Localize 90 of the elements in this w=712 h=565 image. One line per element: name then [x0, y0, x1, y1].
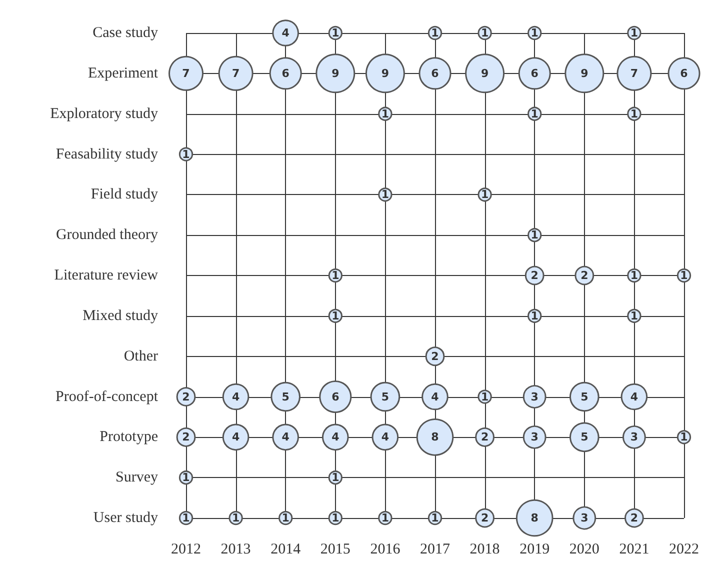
data-label: 2	[431, 350, 439, 363]
data-label: 4	[431, 390, 440, 404]
y-tick-label: Field study	[90, 186, 158, 203]
data-label: 5	[282, 390, 290, 404]
data-label: 1	[182, 471, 190, 484]
data-label: 6	[431, 66, 440, 80]
data-label: 7	[630, 66, 638, 80]
data-label: 2	[480, 512, 489, 524]
data-label: 4	[381, 430, 390, 444]
data-label: 1	[332, 512, 340, 524]
data-label: 3	[530, 430, 538, 444]
data-label: 1	[530, 228, 538, 242]
y-tick-label: Prototype	[100, 429, 158, 446]
y-tick-label: User study	[93, 510, 158, 526]
data-label: 1	[480, 26, 489, 40]
data-label: 4	[232, 430, 240, 444]
data-label: 1	[282, 512, 290, 524]
data-label: 1	[680, 430, 688, 444]
data-label: 1	[431, 512, 439, 524]
x-tick-label: 2018	[470, 542, 500, 558]
data-label: 7	[232, 66, 240, 80]
data-label: 1	[630, 26, 638, 40]
data-label: 2	[580, 269, 588, 282]
data-label: 1	[630, 107, 638, 120]
data-label: 8	[431, 430, 439, 444]
data-label: 6	[282, 66, 290, 80]
data-label: 6	[530, 66, 539, 80]
y-tick-label: Literature review	[54, 268, 158, 284]
data-label: 2	[480, 430, 489, 444]
data-label: 1	[381, 512, 390, 524]
data-label: 1	[182, 148, 190, 161]
data-label: 1	[530, 309, 538, 322]
data-label: 9	[332, 66, 340, 80]
x-tick-label: 2015	[320, 542, 350, 558]
data-label: 1	[332, 269, 340, 282]
x-tick-label: 2019	[520, 542, 550, 558]
data-label: 1	[680, 269, 688, 282]
data-label: 1	[332, 309, 340, 322]
data-label: 5	[580, 430, 588, 444]
data-label: 1	[232, 512, 240, 524]
data-label: 1	[381, 188, 390, 202]
data-label: 1	[630, 269, 638, 282]
data-label: 4	[332, 430, 340, 444]
x-tick-label: 2013	[220, 542, 251, 558]
y-tick-label: Feasability study	[56, 146, 158, 162]
y-tick-label: Experiment	[88, 65, 159, 82]
data-label: 5	[381, 390, 390, 404]
data-label: 2	[182, 430, 190, 444]
x-tick-label: 2020	[569, 542, 600, 558]
y-tick-label: Proof-of-concept	[56, 388, 159, 405]
y-tick-label: Survey	[116, 470, 158, 486]
x-tick-label: 2022	[669, 542, 699, 558]
data-label: 1	[182, 512, 190, 524]
y-tick-label: Mixed study	[82, 308, 158, 324]
data-label: 1	[530, 107, 538, 120]
y-tick-label: Grounded theory	[56, 227, 158, 244]
data-label: 9	[381, 66, 390, 80]
data-label: 6	[332, 390, 340, 404]
data-label: 5	[580, 390, 588, 404]
data-label: 3	[580, 512, 588, 524]
data-label: 1	[332, 26, 340, 40]
data-label: 1	[381, 107, 390, 120]
data-label: 8	[530, 512, 538, 524]
data-label: 3	[530, 390, 538, 404]
data-label: 2	[530, 269, 538, 282]
data-label: 1	[431, 26, 439, 40]
data-label: 1	[480, 390, 489, 404]
x-tick-label: 2017	[420, 542, 450, 558]
x-tick-label: 2021	[619, 542, 650, 558]
data-label: 1	[480, 188, 489, 202]
data-label: 1	[630, 309, 638, 322]
data-label: 4	[282, 26, 290, 40]
data-label: 1	[530, 26, 538, 40]
y-tick-label: Exploratory study	[50, 106, 158, 122]
data-label: 2	[630, 512, 638, 524]
data-label: 4	[282, 430, 290, 444]
data-label: 4	[630, 390, 638, 404]
x-tick-label: 2012	[171, 542, 201, 558]
x-tick-label: 2014	[270, 542, 302, 558]
data-label: 9	[480, 66, 489, 80]
x-tick-label: 2016	[370, 542, 401, 558]
data-label: 7	[182, 66, 190, 80]
y-tick-label: Case study	[92, 25, 158, 41]
data-label: 1	[332, 471, 340, 484]
data-label: 2	[182, 390, 190, 404]
data-label: 9	[580, 66, 588, 80]
y-tick-label: Other	[124, 348, 158, 364]
data-label: 4	[232, 390, 240, 404]
data-label: 6	[680, 66, 688, 80]
data-label: 3	[630, 430, 638, 444]
